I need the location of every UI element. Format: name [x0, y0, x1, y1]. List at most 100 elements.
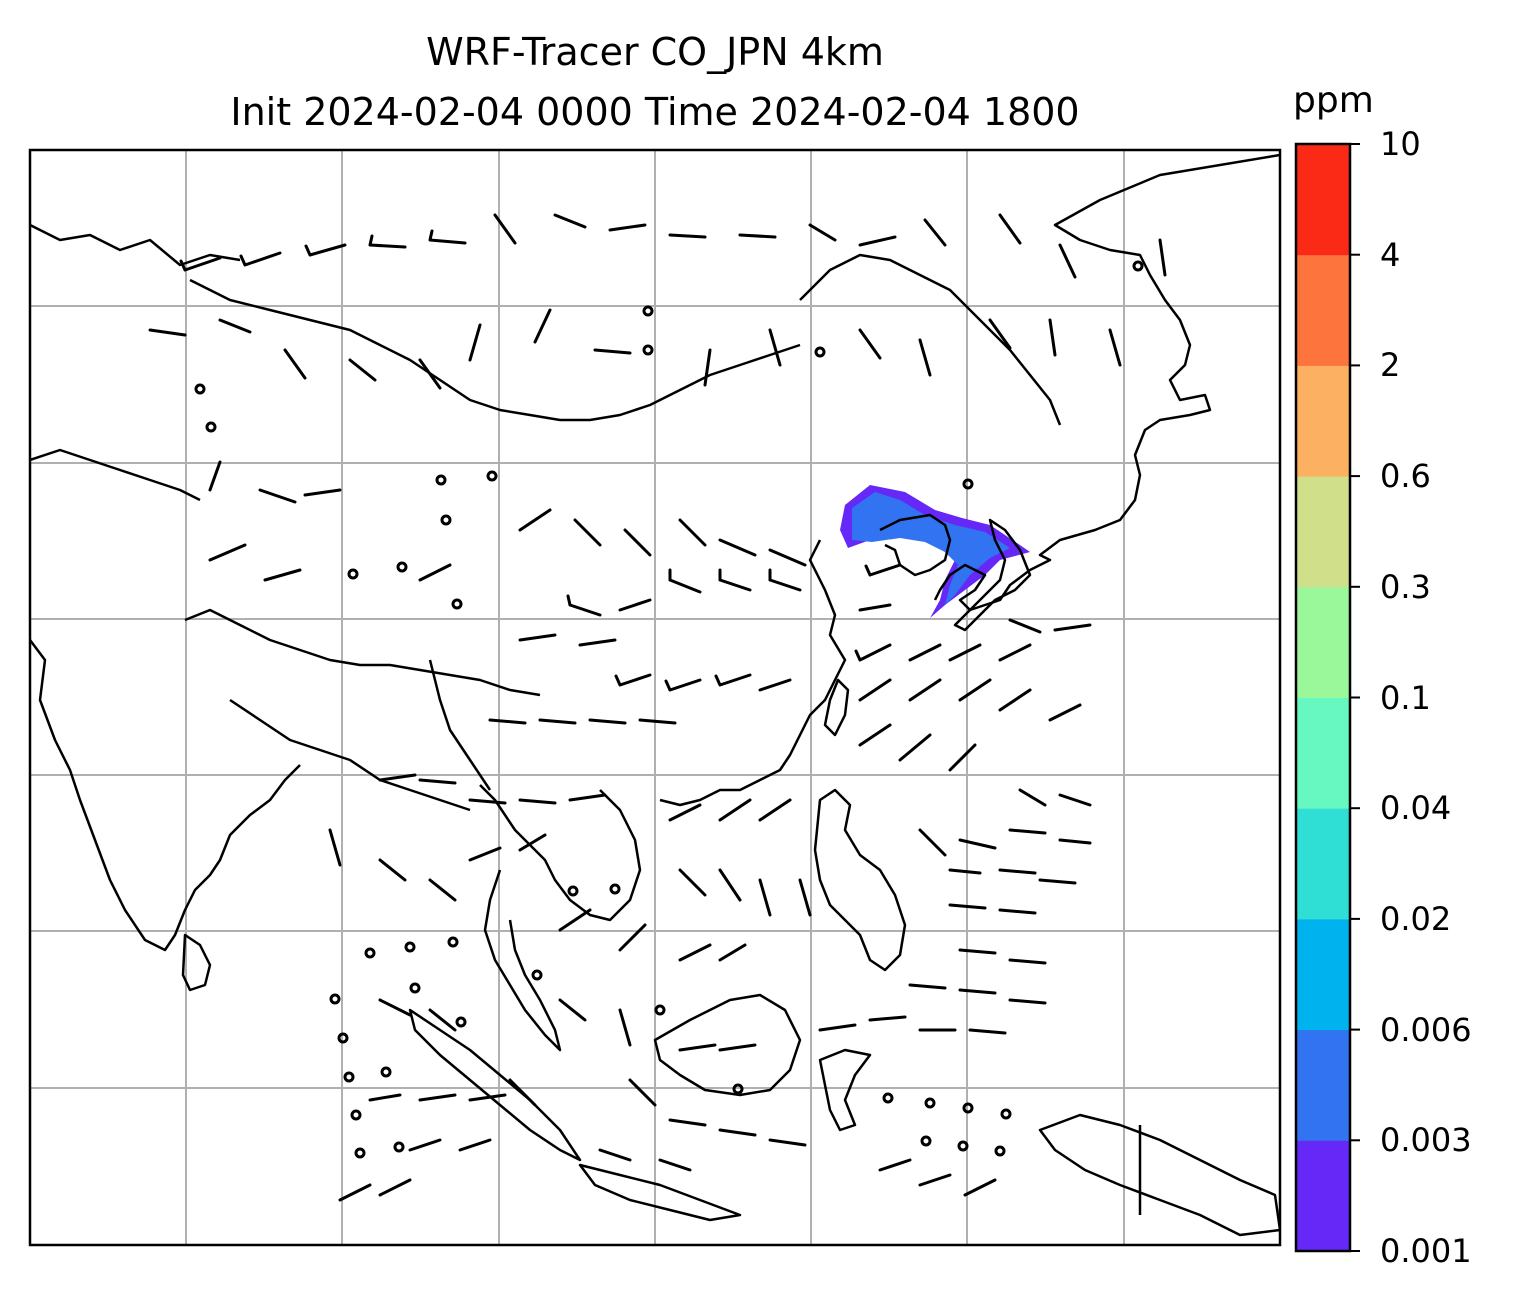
colorbar-segment — [1296, 808, 1350, 920]
wind-barb — [338, 1183, 372, 1202]
calm-circle — [642, 305, 654, 317]
wind-barb — [378, 773, 417, 782]
calm-circle — [642, 344, 654, 356]
calm-circle — [1000, 1108, 1012, 1120]
wind-barb — [668, 568, 702, 594]
wind-barbs — [148, 213, 1167, 1202]
border-himalaya — [184, 608, 541, 697]
coast-india — [30, 639, 301, 952]
wind-barb — [428, 878, 457, 902]
wind-barb — [768, 568, 802, 592]
wind-barb — [948, 743, 977, 772]
wind-barb — [368, 234, 407, 249]
wind-barb — [988, 318, 1012, 350]
wind-barb — [668, 803, 702, 822]
wind-barb — [998, 688, 1032, 712]
wind-barb — [858, 678, 892, 702]
wind-barb — [968, 1028, 1007, 1035]
wind-barb — [1008, 828, 1047, 835]
gridlines — [30, 150, 1280, 1245]
wind-barb — [148, 328, 187, 337]
wind-barb — [208, 543, 247, 562]
wind-barb — [558, 908, 592, 932]
calm-circle — [409, 982, 421, 994]
wind-barb — [493, 213, 517, 245]
wind-barb — [798, 878, 812, 917]
wind-barb — [958, 988, 997, 995]
wind-barb — [328, 828, 342, 867]
coast-japan — [953, 518, 1032, 632]
colorbar-unit-label: ppm — [1293, 80, 1374, 121]
calm-circle — [654, 1004, 666, 1016]
wind-barb — [703, 348, 712, 387]
wind-barb — [378, 858, 407, 882]
calm-circle — [962, 1102, 974, 1114]
tracer-plume — [840, 485, 1030, 618]
wind-barb — [854, 643, 892, 662]
wind-barb — [948, 868, 982, 875]
wind-barb — [768, 1138, 807, 1147]
wind-barb — [1048, 318, 1057, 357]
coast-indochina — [479, 784, 642, 922]
calm-circle — [354, 1147, 366, 1159]
wind-barb — [618, 1008, 632, 1047]
wind-barb — [918, 1173, 952, 1187]
wind-barb — [588, 718, 627, 725]
calm-circle — [364, 947, 376, 959]
wind-barb — [908, 983, 947, 990]
coast-sulawesi — [818, 1048, 872, 1132]
calm-circle — [531, 969, 543, 981]
colorbar-tick-label: 0.001 — [1380, 1232, 1472, 1270]
wind-barb — [998, 908, 1037, 915]
calm-circle — [882, 1092, 894, 1104]
calm-circle — [962, 478, 974, 490]
wind-barb — [908, 643, 942, 662]
wind-barb — [518, 833, 547, 852]
wind-barb — [858, 328, 882, 360]
wind-barb — [658, 1158, 692, 1172]
calm-circle — [194, 383, 206, 395]
calm-circle — [567, 885, 579, 897]
calm-circle — [455, 1016, 467, 1028]
colorbar-tick-label: 0.003 — [1380, 1121, 1472, 1160]
wind-barb — [239, 251, 282, 267]
wind-barb — [718, 868, 742, 902]
wind-barb — [758, 878, 772, 917]
wind-barb — [918, 338, 932, 377]
wind-barb — [428, 229, 467, 245]
wind-barb — [768, 548, 807, 567]
coast-sri-lanka — [181, 933, 212, 992]
calm-circle — [994, 1145, 1006, 1157]
wind-barb — [553, 213, 587, 229]
wind-barb — [868, 1015, 907, 1022]
colorbar-segment — [1296, 144, 1350, 256]
coast-java — [578, 1163, 742, 1222]
coast-new-guinea — [1038, 1113, 1280, 1237]
wind-barb — [1018, 788, 1047, 807]
title-line-2: Init 2024-02-04 0000 Time 2024-02-04 180… — [230, 90, 1080, 134]
wind-barb — [1038, 878, 1077, 885]
wind-barb — [468, 1093, 507, 1102]
wind-barb — [578, 638, 617, 647]
border-china-west — [30, 448, 201, 502]
colorbar-tick-label: 10 — [1380, 125, 1421, 163]
colorbar-segment — [1296, 918, 1350, 1031]
wind-barb — [1058, 838, 1092, 845]
wind-barb — [1058, 793, 1092, 807]
colorbar-segment — [1296, 1140, 1350, 1252]
calm-circle — [205, 421, 217, 433]
wind-barb — [678, 518, 707, 547]
wind-barb — [258, 488, 297, 504]
wind-barb — [468, 798, 507, 805]
wind-barb — [998, 868, 1037, 875]
wind-barb — [348, 358, 377, 382]
calm-circle — [329, 993, 341, 1005]
calm-circle — [957, 1140, 969, 1152]
wind-barb — [304, 243, 347, 257]
calm-circle — [447, 936, 459, 948]
calm-circle — [337, 1032, 349, 1044]
wind-barb — [948, 903, 987, 910]
title-line-1: WRF-Tracer CO_JPN 4km — [426, 30, 884, 74]
coast-borneo — [653, 993, 802, 1097]
wind-barb — [1008, 618, 1042, 634]
